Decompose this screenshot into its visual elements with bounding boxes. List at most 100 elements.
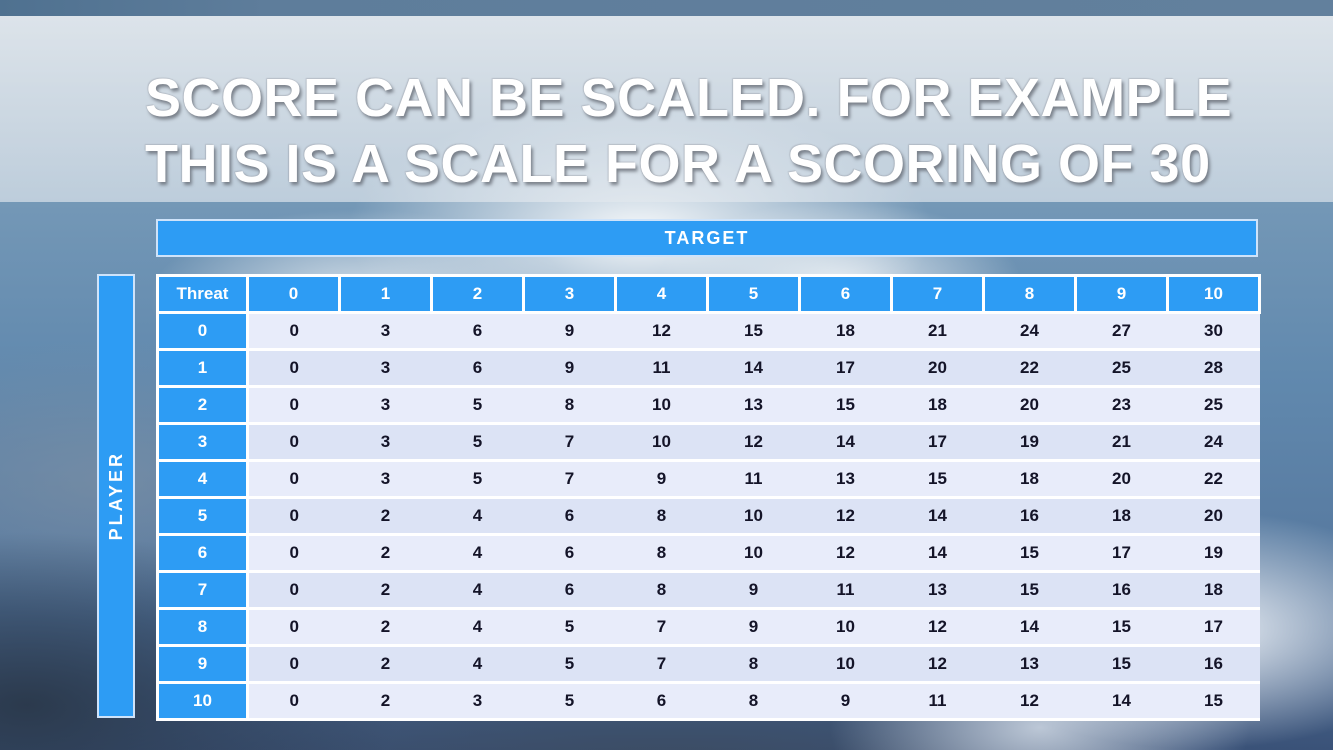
score-table-container: Threat 0 1 2 3 4 5 6 7 8 9 10 0 0 3 6 9 12 15 18 21 24 27 30 1 0… xyxy=(156,274,1261,721)
score-cell: 8 xyxy=(523,385,616,425)
threat-corner-header: Threat xyxy=(156,274,249,314)
header-row: Threat 0 1 2 3 4 5 6 7 8 9 10 xyxy=(156,274,1261,314)
score-cell: 0 xyxy=(247,385,340,425)
score-cell: 8 xyxy=(615,570,708,610)
score-cell: 13 xyxy=(799,459,892,499)
player-row-header: 0 xyxy=(156,311,249,351)
score-cell: 20 xyxy=(1075,459,1168,499)
score-cell: 17 xyxy=(891,422,984,462)
score-cell: 16 xyxy=(983,496,1076,536)
score-cell: 12 xyxy=(799,533,892,573)
score-cell: 3 xyxy=(339,422,432,462)
score-cell: 15 xyxy=(1075,607,1168,647)
score-cell: 18 xyxy=(1167,570,1260,610)
score-cell: 7 xyxy=(523,459,616,499)
score-cell: 9 xyxy=(523,311,616,351)
target-col-header: 0 xyxy=(246,274,341,314)
score-cell: 11 xyxy=(707,459,800,499)
table-row: 3 0 3 5 7 10 12 14 17 19 21 24 xyxy=(156,422,1260,462)
score-cell: 20 xyxy=(1167,496,1260,536)
score-cell: 0 xyxy=(247,422,340,462)
score-cell: 12 xyxy=(891,607,984,647)
score-cell: 6 xyxy=(431,348,524,388)
score-table-body: 0 0 3 6 9 12 15 18 21 24 27 30 1 0 3 6 9 11 14 17 20 22 25 28 2 0… xyxy=(156,311,1260,721)
table-row: 4 0 3 5 7 9 11 13 15 18 20 22 xyxy=(156,459,1260,499)
top-accent-strip xyxy=(0,0,1333,16)
player-axis-header: PLAYER xyxy=(97,274,135,718)
score-cell: 5 xyxy=(431,459,524,499)
score-cell: 14 xyxy=(799,422,892,462)
score-cell: 9 xyxy=(799,681,892,721)
score-cell: 11 xyxy=(799,570,892,610)
score-cell: 12 xyxy=(799,496,892,536)
score-cell: 3 xyxy=(339,311,432,351)
target-axis-label: TARGET xyxy=(664,227,750,248)
score-cell: 9 xyxy=(615,459,708,499)
score-cell: 22 xyxy=(983,348,1076,388)
player-row-header: 4 xyxy=(156,459,249,499)
score-cell: 7 xyxy=(615,607,708,647)
score-cell: 7 xyxy=(523,422,616,462)
score-cell: 27 xyxy=(1075,311,1168,351)
score-cell: 10 xyxy=(799,644,892,684)
score-cell: 12 xyxy=(615,311,708,351)
score-cell: 11 xyxy=(615,348,708,388)
target-col-header: 7 xyxy=(890,274,985,314)
score-cell: 30 xyxy=(1167,311,1260,351)
score-cell: 22 xyxy=(1167,459,1260,499)
score-cell: 10 xyxy=(707,533,800,573)
score-cell: 15 xyxy=(707,311,800,351)
player-row-header: 5 xyxy=(156,496,249,536)
player-row-header: 10 xyxy=(156,681,249,721)
score-cell: 0 xyxy=(247,607,340,647)
score-cell: 21 xyxy=(1075,422,1168,462)
score-cell: 5 xyxy=(431,385,524,425)
score-cell: 14 xyxy=(707,348,800,388)
target-col-header: 4 xyxy=(614,274,709,314)
score-cell: 3 xyxy=(339,385,432,425)
score-cell: 15 xyxy=(1167,681,1260,721)
score-cell: 14 xyxy=(983,607,1076,647)
score-cell: 13 xyxy=(983,644,1076,684)
score-cell: 0 xyxy=(247,533,340,573)
player-row-header: 9 xyxy=(156,644,249,684)
score-cell: 19 xyxy=(983,422,1076,462)
score-cell: 14 xyxy=(1075,681,1168,721)
score-cell: 10 xyxy=(615,422,708,462)
score-cell: 5 xyxy=(523,644,616,684)
score-cell: 10 xyxy=(707,496,800,536)
target-col-header: 2 xyxy=(430,274,525,314)
score-cell: 5 xyxy=(431,422,524,462)
score-cell: 20 xyxy=(891,348,984,388)
score-cell: 0 xyxy=(247,644,340,684)
target-col-header: 1 xyxy=(338,274,433,314)
score-cell: 4 xyxy=(431,496,524,536)
score-cell: 12 xyxy=(707,422,800,462)
player-axis-label: PLAYER xyxy=(105,451,126,541)
score-cell: 28 xyxy=(1167,348,1260,388)
score-cell: 15 xyxy=(983,570,1076,610)
table-row: 0 0 3 6 9 12 15 18 21 24 27 30 xyxy=(156,311,1260,351)
score-cell: 24 xyxy=(1167,422,1260,462)
score-cell: 0 xyxy=(247,570,340,610)
score-cell: 15 xyxy=(891,459,984,499)
table-row: 6 0 2 4 6 8 10 12 14 15 17 19 xyxy=(156,533,1260,573)
score-cell: 23 xyxy=(1075,385,1168,425)
score-cell: 25 xyxy=(1167,385,1260,425)
score-cell: 6 xyxy=(523,570,616,610)
score-cell: 11 xyxy=(891,681,984,721)
score-cell: 9 xyxy=(707,570,800,610)
score-cell: 2 xyxy=(339,533,432,573)
target-col-header: 3 xyxy=(522,274,617,314)
table-row: 8 0 2 4 5 7 9 10 12 14 15 17 xyxy=(156,607,1260,647)
table-row: 9 0 2 4 5 7 8 10 12 13 15 16 xyxy=(156,644,1260,684)
score-cell: 3 xyxy=(431,681,524,721)
score-cell: 15 xyxy=(799,385,892,425)
score-cell: 10 xyxy=(615,385,708,425)
score-cell: 0 xyxy=(247,311,340,351)
slide-title: SCORE CAN BE SCALED. FOR EXAMPLE THIS IS… xyxy=(145,66,1232,198)
score-cell: 2 xyxy=(339,496,432,536)
target-col-header: 5 xyxy=(706,274,801,314)
title-banner: SCORE CAN BE SCALED. FOR EXAMPLE THIS IS… xyxy=(0,16,1333,202)
score-cell: 17 xyxy=(1075,533,1168,573)
